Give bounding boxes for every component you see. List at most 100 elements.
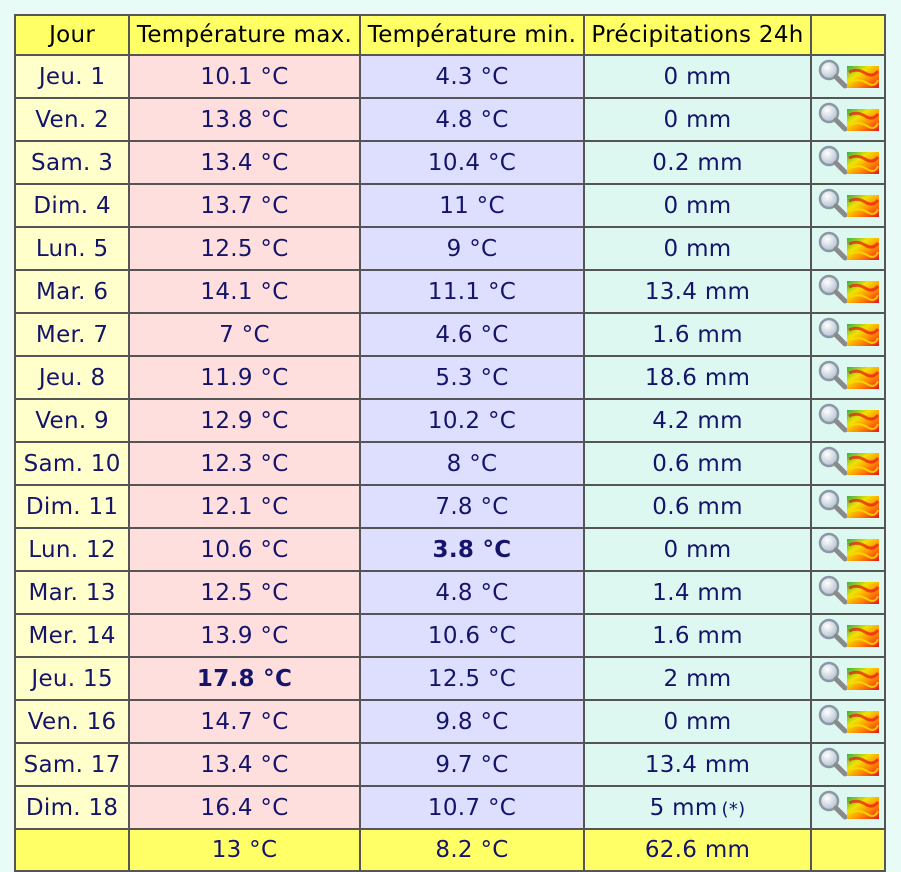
details-cell[interactable]	[811, 56, 886, 99]
day-cell-value: Mer. 7	[35, 321, 109, 348]
magnifier-icon[interactable]	[816, 401, 850, 435]
details-cell[interactable]	[811, 615, 886, 658]
details-link[interactable]	[816, 357, 880, 393]
tmax-cell-value: 12.3 °C	[200, 450, 289, 477]
details-cell[interactable]	[811, 142, 886, 185]
magnifier-icon[interactable]	[816, 745, 850, 779]
header-tmin: Température min.	[360, 16, 586, 56]
magnifier-icon[interactable]	[816, 143, 850, 177]
day-cell: Dim. 4	[16, 185, 131, 228]
magnifier-icon[interactable]	[816, 573, 850, 607]
day-cell-value: Sam. 3	[31, 149, 114, 176]
heatmap-icon[interactable]	[847, 705, 880, 733]
tmax-cell: 11.9 °C	[130, 357, 361, 400]
details-cell[interactable]	[811, 658, 886, 701]
details-link[interactable]	[816, 185, 880, 221]
details-cell[interactable]	[811, 185, 886, 228]
heatmap-icon[interactable]	[847, 361, 880, 389]
magnifier-icon[interactable]	[816, 487, 850, 521]
precipitation-cell: 13.4 mm	[585, 744, 812, 787]
magnifier-icon[interactable]	[816, 57, 850, 91]
details-cell[interactable]	[811, 787, 886, 830]
heatmap-icon[interactable]	[847, 318, 880, 346]
magnifier-icon[interactable]	[816, 444, 850, 478]
details-link[interactable]	[816, 529, 880, 565]
magnifier-icon[interactable]	[816, 702, 850, 736]
details-cell[interactable]	[811, 314, 886, 357]
tmax-cell-value: 13.4 °C	[200, 149, 289, 176]
magnifier-icon[interactable]	[816, 788, 850, 822]
details-cell[interactable]	[811, 228, 886, 271]
heatmap-icon[interactable]	[847, 533, 880, 561]
heatmap-icon[interactable]	[847, 576, 880, 604]
magnifier-icon[interactable]	[816, 530, 850, 564]
heatmap-icon[interactable]	[847, 60, 880, 88]
tmax-cell-value: 13.4 °C	[200, 751, 289, 778]
details-link[interactable]	[816, 99, 880, 135]
details-cell[interactable]	[811, 400, 886, 443]
heatmap-icon[interactable]	[847, 146, 880, 174]
day-cell-value: Sam. 10	[23, 450, 121, 477]
details-link[interactable]	[816, 658, 880, 694]
table-row: Sam. 3 13.4 °C 10.4 °C 0.2 mm	[16, 142, 886, 185]
heatmap-icon[interactable]	[847, 748, 880, 776]
tmin-cell: 9.8 °C	[360, 701, 586, 744]
details-link[interactable]	[816, 701, 880, 737]
details-cell[interactable]	[811, 486, 886, 529]
heatmap-icon[interactable]	[847, 662, 880, 690]
precipitation-cell-value: 0.6 mm	[652, 450, 743, 477]
heatmap-icon[interactable]	[847, 232, 880, 260]
details-link[interactable]	[816, 615, 880, 651]
magnifier-icon[interactable]	[816, 272, 850, 306]
table-row: Ven. 9 12.9 °C 10.2 °C 4.2 mm	[16, 400, 886, 443]
details-link[interactable]	[816, 744, 880, 780]
magnifier-icon[interactable]	[816, 186, 850, 220]
details-cell[interactable]	[811, 357, 886, 400]
heatmap-icon[interactable]	[847, 404, 880, 432]
details-link[interactable]	[816, 228, 880, 264]
heatmap-icon[interactable]	[847, 275, 880, 303]
tmax-cell-value: 10.6 °C	[200, 536, 289, 563]
day-cell-value: Jeu. 15	[31, 665, 113, 692]
details-cell[interactable]	[811, 572, 886, 615]
day-cell: Ven. 9	[16, 400, 131, 443]
magnifier-icon[interactable]	[816, 659, 850, 693]
magnifier-icon[interactable]	[816, 315, 850, 349]
heatmap-icon[interactable]	[847, 447, 880, 475]
details-cell[interactable]	[811, 701, 886, 744]
details-cell[interactable]	[811, 529, 886, 572]
details-link[interactable]	[816, 56, 880, 92]
details-link[interactable]	[816, 271, 880, 307]
details-link[interactable]	[816, 314, 880, 350]
magnifier-icon[interactable]	[816, 229, 850, 263]
details-cell[interactable]	[811, 443, 886, 486]
day-cell-value: Dim. 4	[33, 192, 111, 219]
table-body: Jeu. 1 10.1 °C 4.3 °C 0 mm Ven. 2 13.8 °C 4.8 …	[16, 56, 886, 830]
details-link[interactable]	[816, 787, 880, 823]
details-link[interactable]	[816, 400, 880, 436]
heatmap-icon[interactable]	[847, 791, 880, 819]
magnifier-icon[interactable]	[816, 100, 850, 134]
details-link[interactable]	[816, 572, 880, 608]
tmin-cell-value: 11 °C	[439, 192, 505, 219]
details-cell[interactable]	[811, 271, 886, 314]
details-link[interactable]	[816, 486, 880, 522]
tmax-cell: 7 °C	[130, 314, 361, 357]
heatmap-icon[interactable]	[847, 103, 880, 131]
precipitation-cell-value: 0 mm	[663, 192, 732, 219]
tmin-cell-value: 9.8 °C	[435, 708, 509, 735]
precipitation-cell-value: 1.6 mm	[652, 321, 743, 348]
details-cell[interactable]	[811, 99, 886, 142]
magnifier-icon[interactable]	[816, 358, 850, 392]
precipitation-cell: 0 mm	[585, 56, 812, 99]
details-link[interactable]	[816, 443, 880, 479]
tmin-cell-value: 7.8 °C	[435, 493, 509, 520]
heatmap-icon[interactable]	[847, 619, 880, 647]
heatmap-icon[interactable]	[847, 189, 880, 217]
tmin-cell: 9 °C	[360, 228, 586, 271]
details-cell[interactable]	[811, 744, 886, 787]
tmin-cell: 10.2 °C	[360, 400, 586, 443]
heatmap-icon[interactable]	[847, 490, 880, 518]
magnifier-icon[interactable]	[816, 616, 850, 650]
details-link[interactable]	[816, 142, 880, 178]
